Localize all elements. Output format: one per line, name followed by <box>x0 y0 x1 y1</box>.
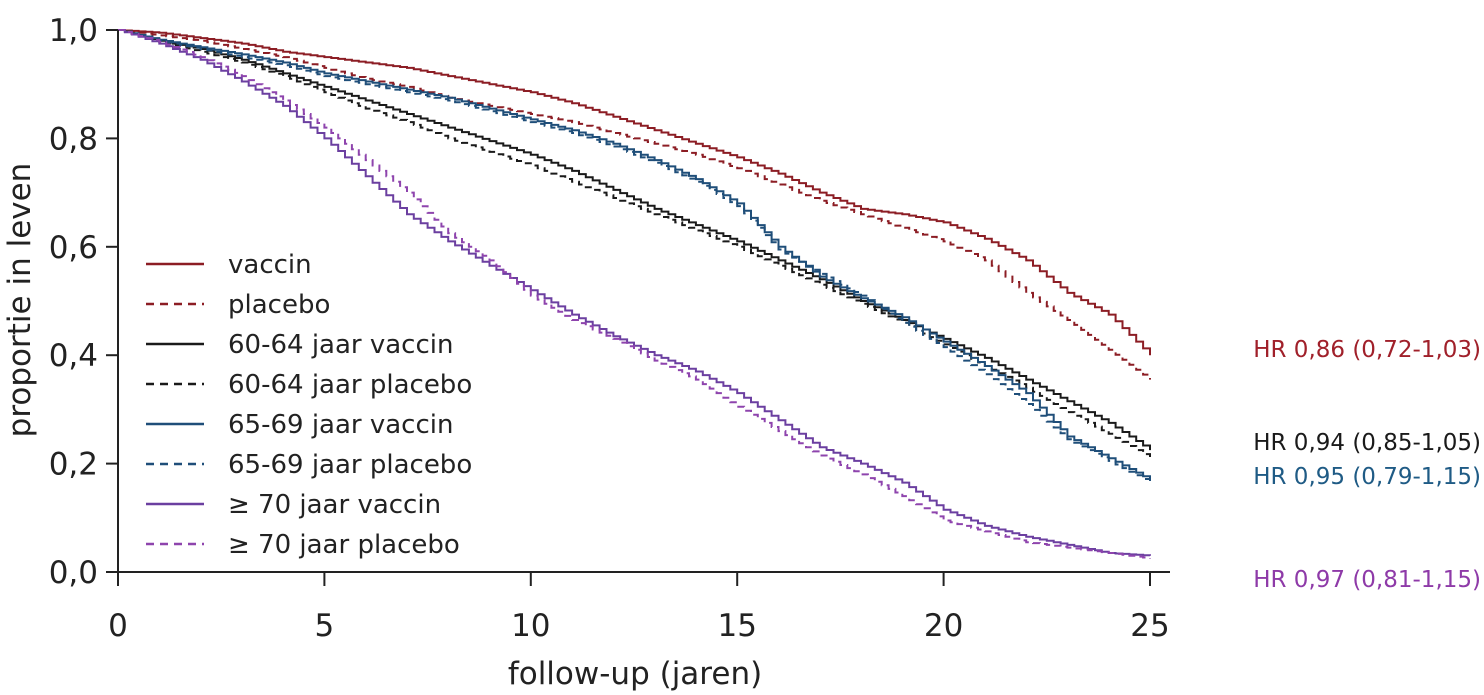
y-tick-label: 0,2 <box>49 447 98 483</box>
x-ticks: 0 5 10 15 20 25 <box>108 572 1170 644</box>
legend-label: 65-69 jaar vaccin <box>228 410 453 440</box>
legend-label: placebo <box>228 290 330 320</box>
legend-label: 65-69 jaar placebo <box>228 450 472 480</box>
y-axis-title: proportie in leven <box>2 163 38 438</box>
x-tick-label: 15 <box>717 608 756 644</box>
y-tick-label: 0,0 <box>49 555 98 591</box>
hazard-ratio-label: HR 0,97 (0,81-1,15) <box>1253 567 1481 593</box>
x-tick-label: 20 <box>924 608 963 644</box>
series-line-placebo <box>118 29 1151 380</box>
plot-lines <box>118 29 1151 559</box>
hazard-ratio-label: HR 0,95 (0,79-1,15) <box>1253 464 1481 490</box>
hazard-ratio-label: HR 0,94 (0,85-1,05) <box>1253 430 1481 456</box>
legend-label: ≥ 70 jaar placebo <box>228 530 460 560</box>
x-tick-label: 25 <box>1130 608 1169 644</box>
y-tick-label: 0,6 <box>49 230 98 266</box>
legend-label: 60-64 jaar placebo <box>228 370 472 400</box>
legend-label: vaccin <box>228 250 312 280</box>
legend-label: ≥ 70 jaar vaccin <box>228 490 441 520</box>
x-axis-title: follow-up (jaren) <box>508 656 762 692</box>
y-tick-label: 0,8 <box>49 121 98 157</box>
series-line-vaccin <box>118 29 1151 356</box>
series-line--70-jaar-placebo <box>118 29 1151 559</box>
x-tick-label: 5 <box>315 608 335 644</box>
x-tick-label: 10 <box>511 608 550 644</box>
hazard-ratio-label: HR 0,86 (0,72-1,03) <box>1253 337 1481 363</box>
y-tick-label: 0,4 <box>49 338 98 374</box>
legend: vaccin placebo 60-64 jaar vaccin 60-64 jaar… <box>146 250 472 560</box>
x-tick-label: 0 <box>108 608 128 644</box>
y-tick-label: 1,0 <box>49 13 98 49</box>
legend-label: 60-64 jaar vaccin <box>228 330 453 360</box>
hazard-ratio-labels: HR 0,86 (0,72-1,03) HR 0,94 (0,85-1,05) HR… <box>1253 337 1481 593</box>
series-line-65-69-jaar-placebo <box>118 29 1151 483</box>
y-ticks: 0,0 0,2 0,4 0,6 0,8 1,0 <box>49 13 118 591</box>
axes <box>117 30 1170 573</box>
